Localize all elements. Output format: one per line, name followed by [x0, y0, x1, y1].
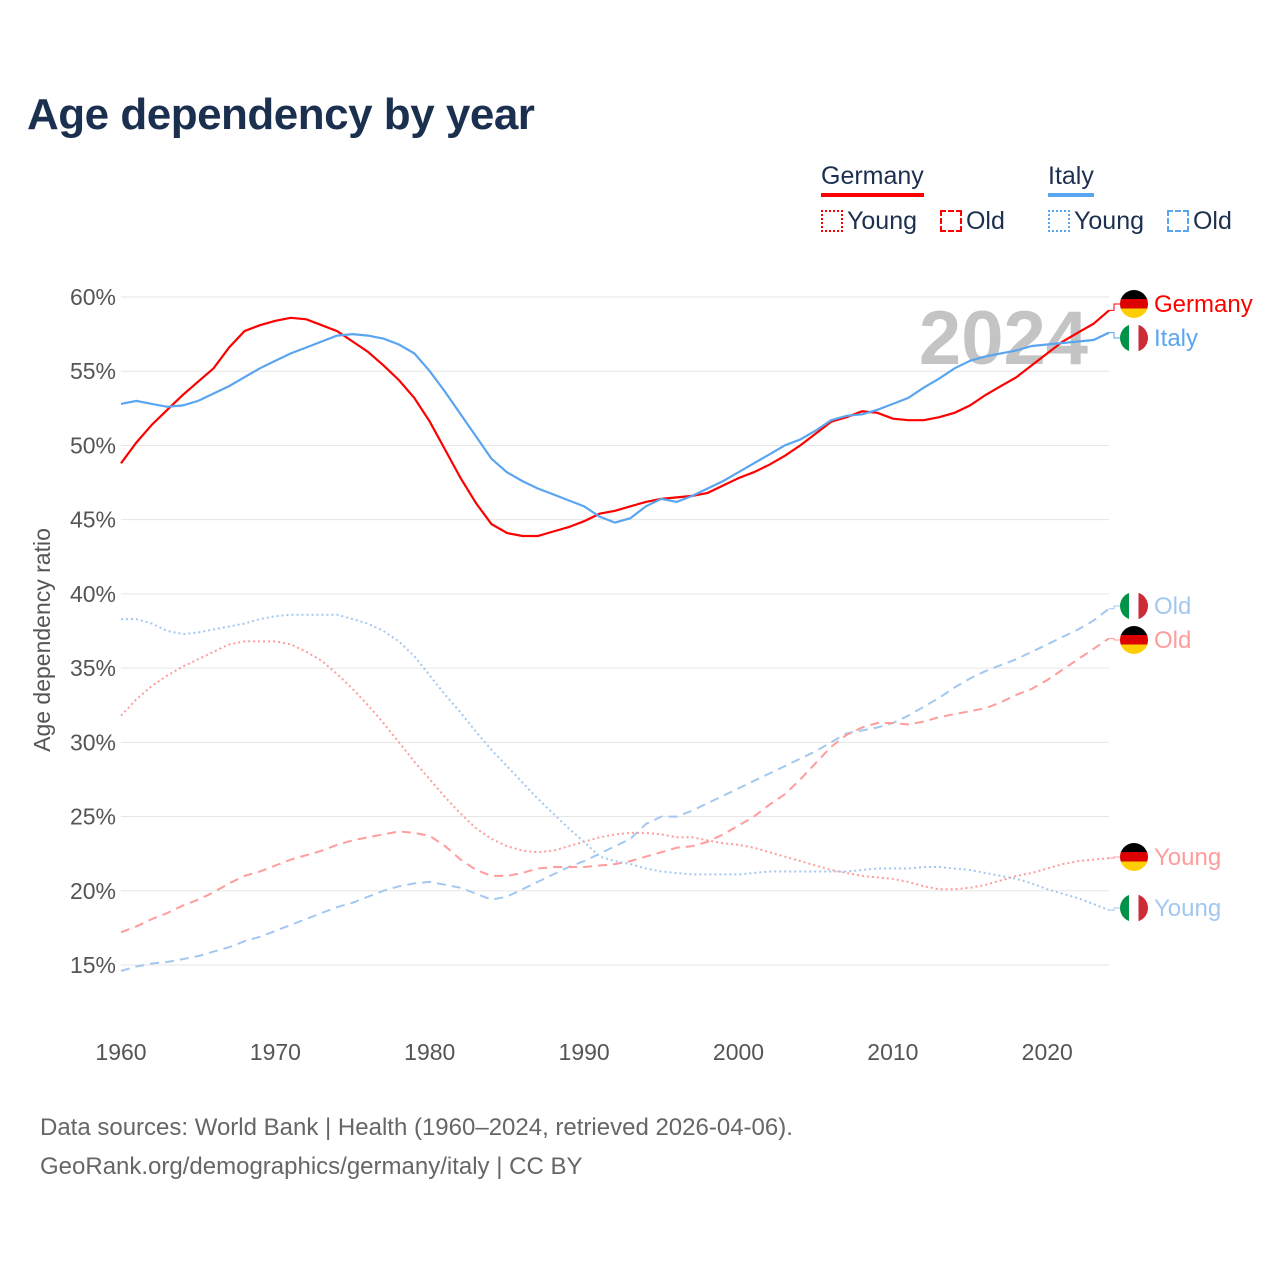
- y-tick-label: 35%: [70, 655, 116, 681]
- legend-germany-young[interactable]: Young: [821, 207, 917, 235]
- series-line-italy-young[interactable]: [121, 613, 1110, 912]
- y-tick-label: 30%: [70, 729, 116, 755]
- series-line-germany-old[interactable]: [120, 637, 1110, 934]
- x-tick-label: 1970: [250, 1039, 301, 1065]
- x-tick-label: 2020: [1022, 1039, 1073, 1065]
- series-end-label: Young: [1154, 844, 1221, 871]
- x-tick-label: 1980: [404, 1039, 455, 1065]
- series-line-germany[interactable]: [120, 309, 1110, 538]
- x-tick-label: 1990: [559, 1039, 610, 1065]
- legend-italy-young[interactable]: Young: [1048, 207, 1144, 235]
- x-tick-label: 2000: [713, 1039, 764, 1065]
- italy-flag-icon: [1120, 894, 1148, 922]
- germany-flag-icon: [1120, 290, 1148, 318]
- series-end-label: Germany: [1154, 291, 1253, 318]
- chart-title: Age dependency by year: [27, 90, 535, 139]
- label-connector: [1109, 856, 1120, 859]
- y-tick-label: 15%: [70, 952, 116, 978]
- y-tick-label: 45%: [70, 507, 116, 533]
- label-connector: [1109, 605, 1120, 610]
- label-connector: [1109, 332, 1120, 339]
- legend-label: Old: [965, 207, 1005, 235]
- legend-germany-label: Germany: [821, 162, 924, 197]
- y-tick-label: 20%: [70, 878, 116, 904]
- label-connector: [1109, 637, 1120, 641]
- series-line-italy[interactable]: [120, 331, 1110, 524]
- series-line-italy-old[interactable]: [120, 607, 1110, 972]
- label-connector: [1109, 303, 1120, 311]
- series-end-label: Italy: [1154, 325, 1198, 352]
- year-watermark: 2024: [919, 296, 1088, 381]
- data-source-text: Data sources: World Bank | Health (1960–…: [40, 1114, 793, 1141]
- legend-germany: Germany Young Old: [821, 162, 1005, 236]
- y-tick-label: 25%: [70, 804, 116, 830]
- series-line-germany-young[interactable]: [120, 640, 1110, 891]
- label-connector: [1109, 907, 1120, 911]
- series-end-label: Young: [1154, 895, 1221, 922]
- legend-italy-label: Italy: [1048, 162, 1094, 197]
- x-tick-label: 2010: [867, 1039, 918, 1065]
- dashed-swatch-icon: [939, 210, 962, 232]
- attribution-link[interactable]: GeoRank.org/demographics/germany/italy |…: [40, 1153, 583, 1180]
- dashed-swatch-icon: [1166, 210, 1189, 232]
- germany-flag-icon: [1120, 626, 1148, 654]
- dotted-swatch-icon: [821, 210, 843, 232]
- legend-label: Old: [1192, 207, 1232, 235]
- legend-germany-old[interactable]: Old: [939, 207, 1005, 235]
- legend-italy-old[interactable]: Old: [1166, 207, 1232, 235]
- y-tick-label: 40%: [70, 581, 116, 607]
- y-tick-label: 55%: [70, 358, 116, 384]
- legend-label: Young: [847, 207, 917, 235]
- italy-flag-icon: [1120, 592, 1148, 620]
- germany-flag-icon: [1120, 843, 1148, 871]
- italy-flag-icon: [1120, 324, 1148, 352]
- legend-label: Young: [1074, 207, 1144, 235]
- dotted-swatch-icon: [1048, 210, 1070, 232]
- series-end-label: Old: [1154, 593, 1191, 620]
- footer: Data sources: World Bank | Health (1960–…: [40, 1108, 793, 1186]
- legend-italy: Italy Young Old: [1048, 162, 1232, 236]
- y-axis-label: Age dependency ratio: [29, 528, 55, 752]
- series-end-label: Old: [1154, 627, 1191, 654]
- y-tick-label: 60%: [70, 284, 116, 310]
- x-tick-label: 1960: [95, 1039, 146, 1065]
- y-tick-label: 50%: [70, 432, 116, 458]
